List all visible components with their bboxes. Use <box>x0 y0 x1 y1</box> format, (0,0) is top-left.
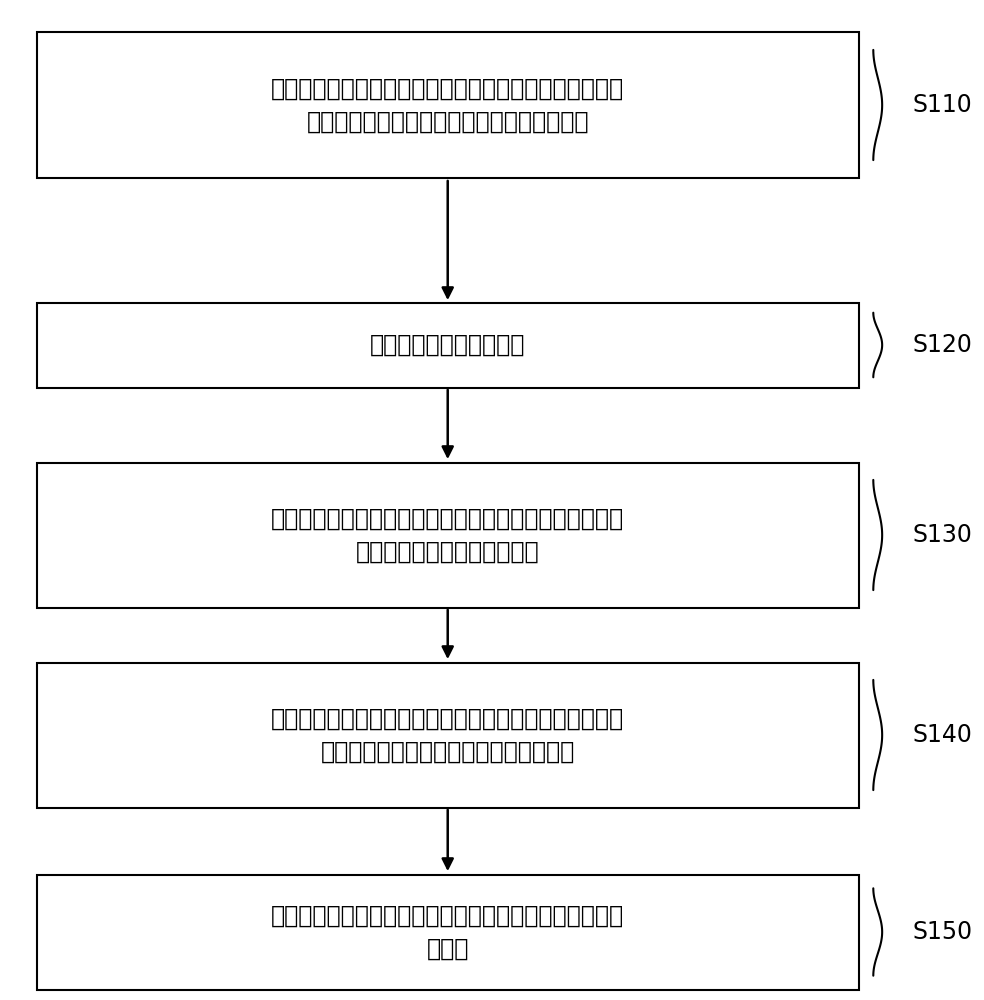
Text: S150: S150 <box>913 920 973 944</box>
Bar <box>37 32 858 178</box>
Text: 出炉。: 出炉。 <box>426 936 469 960</box>
Bar <box>37 462 858 607</box>
Text: S130: S130 <box>913 523 972 547</box>
Bar <box>37 874 858 990</box>
Text: 关闭单晶炉设备后，将硅芯棒晶体静置预设时间，最后，: 关闭单晶炉设备后，将硅芯棒晶体静置预设时间，最后， <box>272 904 624 928</box>
Text: 为制备硅芯棒晶体的单晶炉设备通冷却水，并且使单晶炉: 为制备硅芯棒晶体的单晶炉设备通冷却水，并且使单晶炉 <box>272 77 624 101</box>
Text: 增加固化毡和热屏装置；: 增加固化毡和热屏装置； <box>370 333 525 357</box>
Text: 将制得硅芯棒晶体脱离液面，降低单晶炉设备的功率，并: 将制得硅芯棒晶体脱离液面，降低单晶炉设备的功率，并 <box>272 706 624 730</box>
Text: 将硅芯棒晶体冷却预设时间后关闭功率；: 将硅芯棒晶体冷却预设时间后关闭功率； <box>321 740 575 764</box>
Text: S140: S140 <box>913 723 972 747</box>
Text: S120: S120 <box>913 333 972 357</box>
Text: 准备好固化毡和热屏装置后，启动单晶炉设备，使单晶炉: 准备好固化毡和热屏装置后，启动单晶炉设备，使单晶炉 <box>272 506 624 530</box>
Bar <box>37 302 858 387</box>
Text: S110: S110 <box>913 93 972 117</box>
Text: 内的液体进入晶体生长阶段；: 内的液体进入晶体生长阶段； <box>356 540 539 564</box>
Text: 设备内部的冷却水的温度控制在预设范围内；: 设备内部的冷却水的温度控制在预设范围内； <box>306 109 589 133</box>
Bar <box>37 662 858 808</box>
